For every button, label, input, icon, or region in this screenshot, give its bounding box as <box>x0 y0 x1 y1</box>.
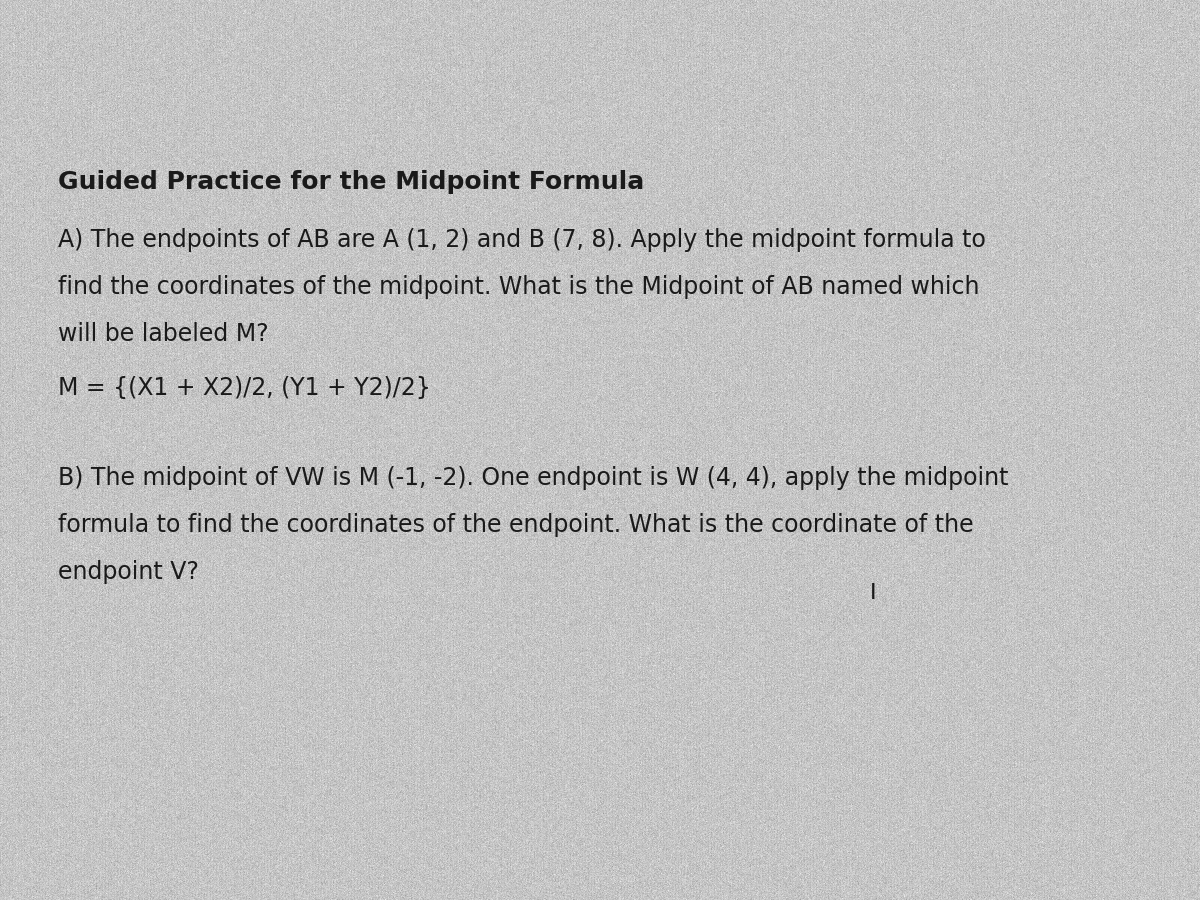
Text: formula to find the coordinates of the endpoint. What is the coordinate of the: formula to find the coordinates of the e… <box>58 513 973 537</box>
Text: B) The midpoint of VW is M (-1, -2). One endpoint is W (4, 4), apply the midpoin: B) The midpoint of VW is M (-1, -2). One… <box>58 466 1008 490</box>
Text: Guided Practice for the Midpoint Formula: Guided Practice for the Midpoint Formula <box>58 169 644 194</box>
Text: M = {(X1 + X2)/2, (Y1 + Y2)/2}: M = {(X1 + X2)/2, (Y1 + Y2)/2} <box>58 376 431 400</box>
Text: find the coordinates of the midpoint. What is the Midpoint of AB named which: find the coordinates of the midpoint. Wh… <box>58 274 979 299</box>
Text: endpoint V?: endpoint V? <box>58 560 198 584</box>
Text: A) The endpoints of AB are A (1, 2) and B (7, 8). Apply the midpoint formula to: A) The endpoints of AB are A (1, 2) and … <box>58 228 985 252</box>
Text: will be labeled M?: will be labeled M? <box>58 321 269 346</box>
Text: I: I <box>870 583 876 603</box>
